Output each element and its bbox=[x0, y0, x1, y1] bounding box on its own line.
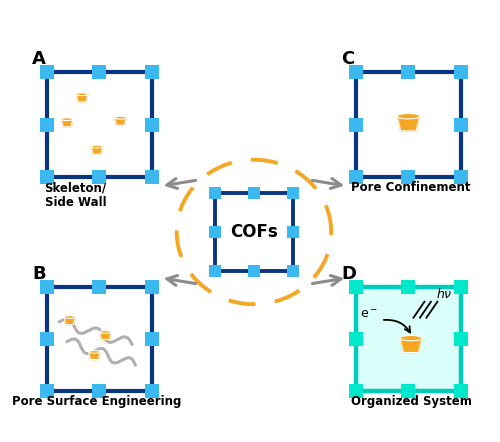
Bar bbox=[145, 280, 159, 294]
Bar bbox=[286, 187, 298, 199]
Bar bbox=[349, 118, 363, 132]
Text: Pore Confinement: Pore Confinement bbox=[351, 181, 470, 194]
Bar bbox=[40, 118, 54, 132]
Bar bbox=[40, 385, 54, 398]
Polygon shape bbox=[114, 118, 126, 125]
Bar bbox=[454, 280, 468, 294]
Bar bbox=[349, 170, 363, 184]
Bar bbox=[92, 65, 106, 80]
Bar bbox=[349, 280, 363, 294]
Ellipse shape bbox=[88, 351, 100, 353]
Bar bbox=[349, 385, 363, 398]
Polygon shape bbox=[400, 338, 422, 352]
Bar bbox=[286, 265, 298, 277]
Text: Skeleton/
Side Wall: Skeleton/ Side Wall bbox=[44, 181, 106, 209]
Bar bbox=[210, 265, 222, 277]
Ellipse shape bbox=[91, 145, 102, 148]
Text: B: B bbox=[32, 265, 46, 283]
Ellipse shape bbox=[114, 116, 126, 119]
Bar bbox=[145, 118, 159, 132]
Bar bbox=[92, 385, 106, 398]
Ellipse shape bbox=[76, 93, 88, 95]
Bar bbox=[349, 332, 363, 346]
Bar bbox=[454, 118, 468, 132]
Polygon shape bbox=[397, 116, 419, 131]
Polygon shape bbox=[88, 352, 100, 359]
Bar bbox=[40, 332, 54, 346]
Bar bbox=[286, 226, 298, 238]
Bar bbox=[40, 65, 54, 80]
Bar bbox=[248, 265, 260, 277]
Text: C: C bbox=[341, 50, 354, 69]
Bar bbox=[40, 170, 54, 184]
Ellipse shape bbox=[400, 335, 422, 341]
Bar bbox=[358, 289, 459, 389]
Bar bbox=[402, 170, 415, 184]
Bar bbox=[145, 332, 159, 346]
Bar bbox=[454, 170, 468, 184]
Polygon shape bbox=[91, 147, 102, 154]
Bar bbox=[92, 280, 106, 294]
Ellipse shape bbox=[100, 331, 111, 333]
Bar bbox=[454, 332, 468, 346]
Polygon shape bbox=[64, 317, 76, 324]
Bar bbox=[402, 65, 415, 80]
Bar bbox=[349, 65, 363, 80]
Bar bbox=[40, 280, 54, 294]
Bar bbox=[145, 385, 159, 398]
Text: A: A bbox=[32, 50, 46, 69]
Text: Pore Surface Engineering: Pore Surface Engineering bbox=[12, 396, 181, 408]
Bar bbox=[145, 170, 159, 184]
Bar bbox=[402, 385, 415, 398]
Text: $h\nu$: $h\nu$ bbox=[436, 287, 452, 301]
Bar bbox=[210, 226, 222, 238]
Text: e$^-$: e$^-$ bbox=[360, 308, 378, 321]
Text: Organized System: Organized System bbox=[350, 396, 472, 408]
Bar bbox=[210, 187, 222, 199]
Bar bbox=[454, 65, 468, 80]
Text: COFs: COFs bbox=[230, 223, 278, 241]
Polygon shape bbox=[100, 332, 111, 339]
Bar bbox=[248, 187, 260, 199]
Bar bbox=[145, 65, 159, 80]
Ellipse shape bbox=[397, 114, 419, 119]
Bar bbox=[454, 385, 468, 398]
Polygon shape bbox=[62, 119, 73, 127]
Polygon shape bbox=[76, 94, 88, 102]
Bar bbox=[92, 170, 106, 184]
Text: D: D bbox=[341, 265, 356, 283]
Ellipse shape bbox=[62, 118, 73, 121]
Ellipse shape bbox=[64, 316, 76, 318]
Bar bbox=[402, 280, 415, 294]
